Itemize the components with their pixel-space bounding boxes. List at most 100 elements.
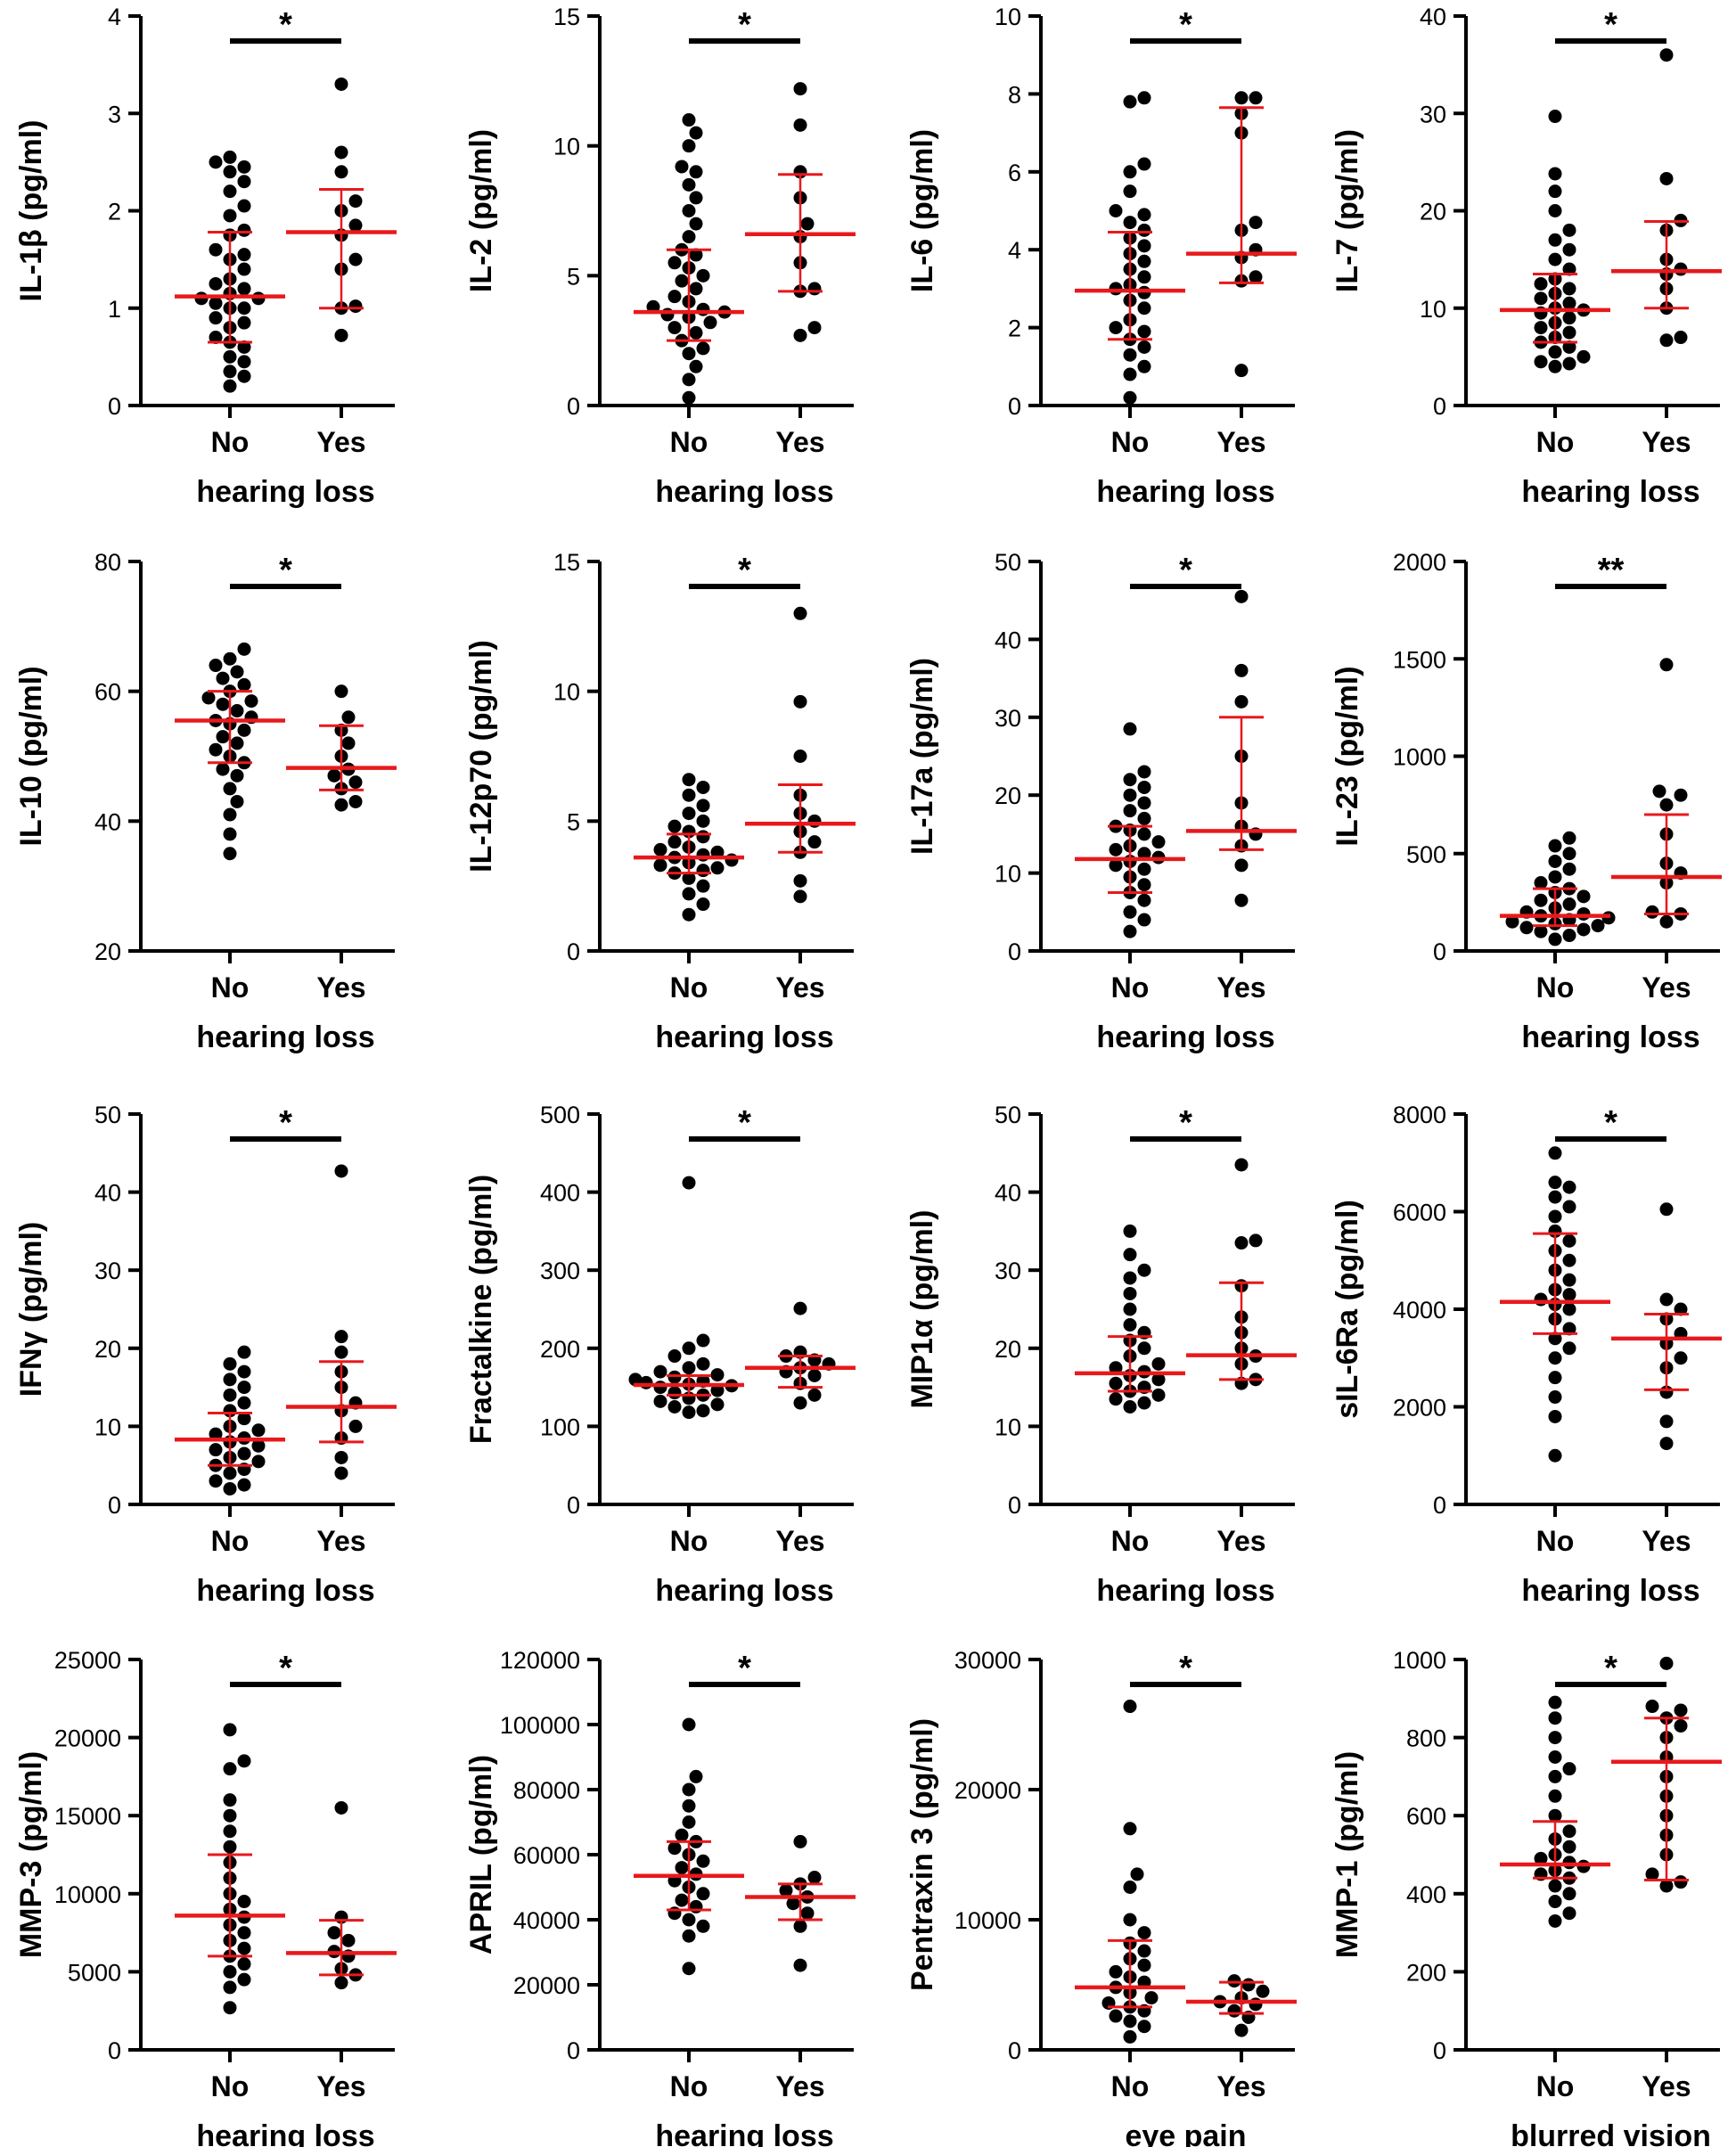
data-point-no (1562, 1200, 1576, 1214)
data-point-no (710, 1383, 725, 1397)
data-point-yes (334, 684, 348, 699)
data-point-no (1562, 1302, 1576, 1316)
data-point-no (1548, 1769, 1562, 1783)
y-tick-label: 30 (995, 1258, 1021, 1284)
significance-label: * (738, 1104, 751, 1142)
x-tick-label: No (1111, 426, 1150, 458)
data-point-no (1548, 1146, 1562, 1160)
data-point-no (223, 1840, 237, 1854)
data-point-no (1548, 359, 1562, 373)
data-point-yes (334, 1450, 348, 1464)
data-point-no (1548, 1209, 1562, 1224)
data-point-yes (348, 1419, 363, 1433)
y-tick-label: 10 (1420, 296, 1446, 323)
x-tick-label: Yes (775, 971, 824, 1004)
y-tick-label: 20000 (954, 1777, 1021, 1804)
data-point-no (237, 1754, 251, 1768)
data-point-no (696, 814, 710, 828)
panel-2: 0 5 10 15 No Yes hearing loss IL-2 (pg/ml) * (464, 4, 856, 509)
y-tick-label: 60000 (513, 1842, 580, 1869)
data-point-no (689, 1769, 703, 1783)
y-tick-label: 15 (553, 549, 580, 576)
x-axis-title: blurred vision (1511, 2119, 1711, 2147)
data-point-no (1576, 922, 1591, 937)
y-tick-label: 800 (1406, 1725, 1446, 1752)
x-tick-label: No (670, 1525, 708, 1557)
data-point-no (223, 1808, 237, 1823)
data-point-no (223, 209, 237, 223)
data-point-yes (793, 1834, 807, 1848)
x-axis-title: hearing loss (1521, 1574, 1699, 1608)
y-tick-label: 50 (995, 1102, 1021, 1128)
data-point-no (682, 1341, 696, 1356)
y-tick-label: 15000 (54, 1803, 121, 1830)
data-point-no (1151, 1356, 1166, 1371)
data-point-no (237, 1478, 251, 1492)
data-point-no (251, 1455, 266, 1469)
x-axis-title: hearing loss (196, 475, 374, 509)
data-point-yes (1674, 1351, 1688, 1365)
data-point-no (1137, 301, 1151, 315)
y-tick-label: 200 (1406, 1959, 1446, 1986)
y-tick-label: 30 (94, 1258, 121, 1284)
data-point-no (696, 1854, 710, 1868)
data-point-yes (793, 889, 807, 904)
data-point-no (1562, 1840, 1576, 1854)
data-point-no (1548, 1695, 1562, 1709)
data-point-no (675, 160, 689, 174)
x-tick-label: No (670, 971, 708, 1004)
data-point-no (1137, 254, 1151, 268)
data-point-no (1137, 1396, 1151, 1410)
data-point-no (237, 1396, 251, 1410)
data-point-yes (793, 1301, 807, 1315)
data-point-no (209, 311, 223, 325)
data-point-no (237, 315, 251, 330)
data-point-no (689, 165, 703, 179)
data-point-no (1548, 1731, 1562, 1745)
data-point-no (223, 651, 237, 666)
y-tick-label: 30 (995, 705, 1021, 732)
data-point-yes (1659, 48, 1674, 62)
data-point-no (1137, 1944, 1151, 1958)
data-point-no (216, 762, 230, 776)
y-tick-label: 200 (540, 1336, 580, 1363)
y-tick-label: 60 (94, 679, 121, 706)
data-point-no (1562, 325, 1576, 340)
data-point-no (209, 155, 223, 169)
data-point-yes (807, 814, 822, 828)
data-point-yes (1659, 1656, 1674, 1670)
data-point-yes (807, 321, 822, 335)
data-point-no (1519, 921, 1534, 935)
data-point-yes (793, 1958, 807, 1972)
significance-label: * (279, 552, 292, 589)
data-point-yes (1234, 2023, 1249, 2037)
data-point-yes (1659, 1879, 1674, 1893)
data-point-yes (348, 194, 363, 209)
x-tick-label: Yes (1642, 971, 1691, 1004)
panel-6: 0 5 10 15 No Yes hearing loss IL-12p70 (pg/ml) * (464, 549, 856, 1054)
data-point-no (696, 268, 710, 283)
data-point-no (237, 1926, 251, 1940)
panel-4: 0 10 20 30 40 No Yes hearing loss IL-7 (pg/ml) * (1331, 4, 1722, 509)
data-point-no (1548, 1371, 1562, 1385)
data-point-no (682, 204, 696, 217)
data-point-yes (1659, 1414, 1674, 1429)
data-point-no (1534, 276, 1548, 291)
data-point-no (1562, 1180, 1576, 1194)
data-point-no (1123, 184, 1137, 199)
data-point-yes (334, 1466, 348, 1480)
significance-label: * (1179, 6, 1192, 44)
data-point-no (223, 1793, 237, 1807)
data-point-no (1548, 1390, 1562, 1405)
data-point-no (682, 1815, 696, 1829)
data-point-no (1137, 223, 1151, 237)
data-point-no (682, 177, 696, 192)
data-point-no (696, 302, 710, 316)
y-tick-label: 40 (94, 808, 121, 835)
data-point-no (1562, 862, 1576, 876)
data-point-no (1137, 157, 1151, 171)
data-point-no (223, 1762, 237, 1776)
data-point-no (216, 697, 230, 711)
data-point-no (223, 1824, 237, 1839)
data-point-no (1562, 340, 1576, 354)
